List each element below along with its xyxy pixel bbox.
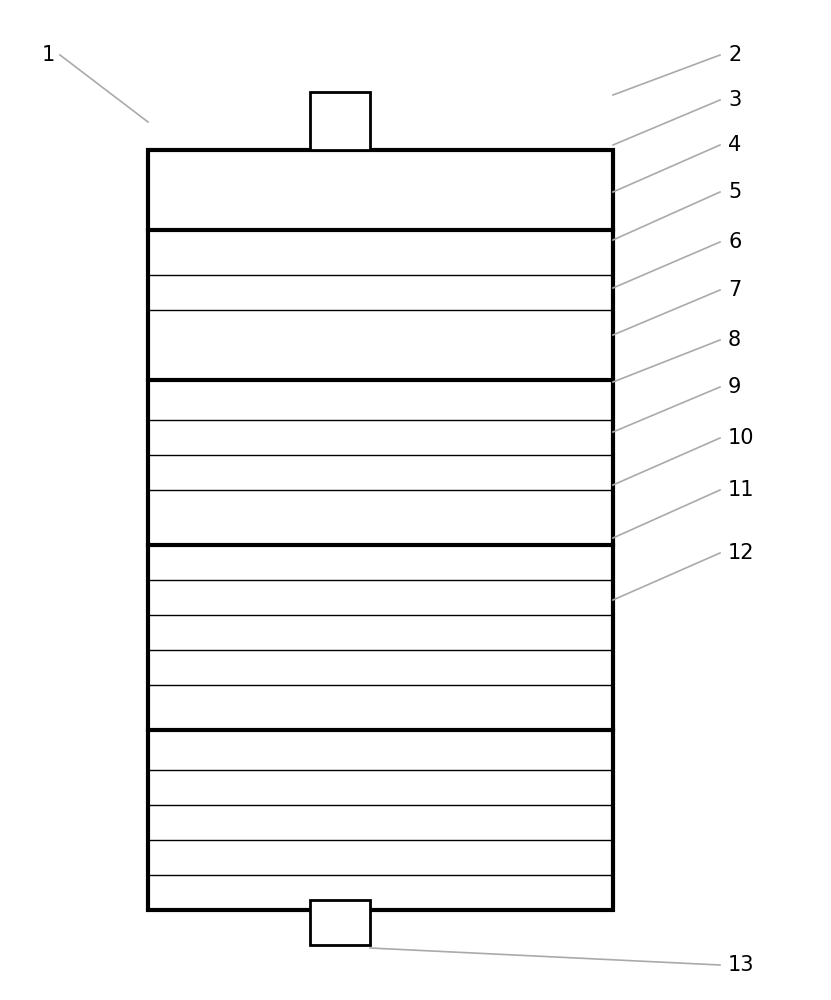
Text: 3: 3 xyxy=(728,90,741,110)
Text: 1: 1 xyxy=(42,45,55,65)
Text: 13: 13 xyxy=(728,955,755,975)
Text: 5: 5 xyxy=(728,182,741,202)
Text: 10: 10 xyxy=(728,428,755,448)
Text: 8: 8 xyxy=(728,330,741,350)
Text: 4: 4 xyxy=(728,135,741,155)
Text: 2: 2 xyxy=(728,45,741,65)
Bar xyxy=(310,92,370,150)
Text: 7: 7 xyxy=(728,280,741,300)
Text: 11: 11 xyxy=(728,480,755,500)
Text: 6: 6 xyxy=(728,232,741,252)
Bar xyxy=(148,150,613,910)
Text: 9: 9 xyxy=(728,377,741,397)
Text: 12: 12 xyxy=(728,543,755,563)
Bar xyxy=(310,900,370,945)
